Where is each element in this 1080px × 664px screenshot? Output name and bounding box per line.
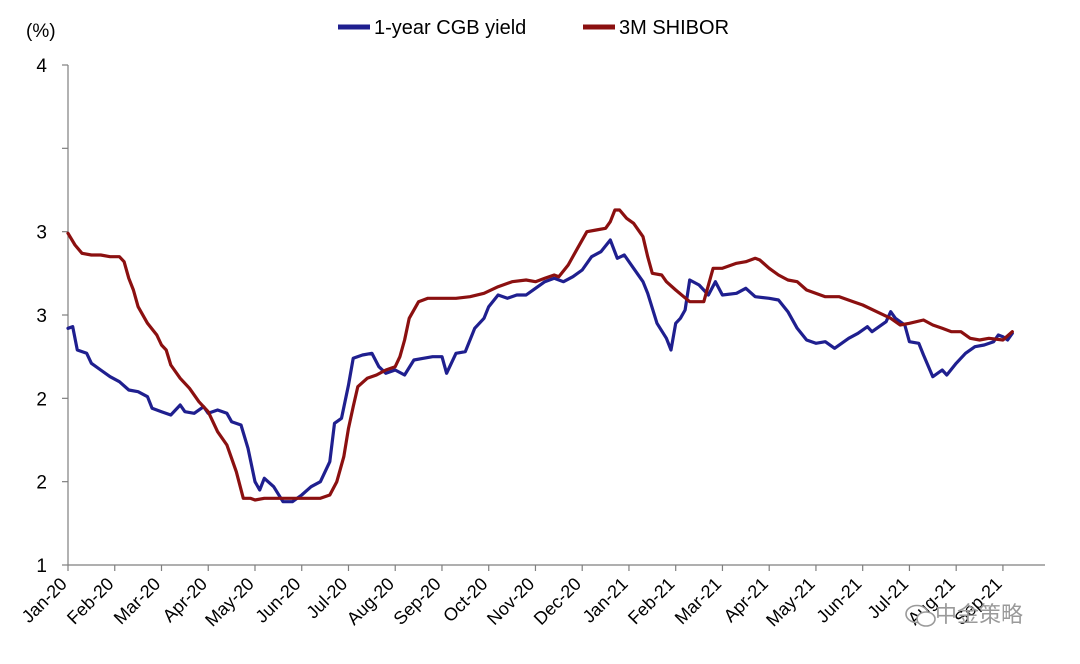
x-tick-label: May-20 <box>201 574 258 631</box>
watermark-text: 中金策略 <box>935 602 1023 627</box>
x-tick-label: Jan-21 <box>579 574 632 627</box>
y-tick-label: 3 <box>36 306 47 327</box>
series-line-cgb-yield <box>66 238 1014 504</box>
y-tick-label: 3 <box>36 223 47 244</box>
series-layer <box>66 208 1014 504</box>
x-tick-label: May-21 <box>762 574 819 631</box>
axes: 122334Jan-20Feb-20Mar-20Apr-20May-20Jun-… <box>18 56 1045 630</box>
x-tick-label: Jan-20 <box>18 574 71 627</box>
wechat-icon <box>905 604 936 627</box>
legend-label-cgb: 1-year CGB yield <box>374 17 526 39</box>
watermark: 中金策略 <box>905 602 1023 627</box>
x-tick-label: Feb-21 <box>624 574 678 628</box>
x-tick-label: Dec-20 <box>530 574 585 629</box>
y-axis-unit-label: (%) <box>26 21 56 42</box>
x-tick-label: Aug-20 <box>343 574 398 629</box>
series-line-3m-shibor <box>66 208 1014 502</box>
x-tick-label: Feb-20 <box>63 574 117 628</box>
legend-label-shibor: 3M SHIBOR <box>619 17 729 39</box>
x-tick-label: Mar-20 <box>110 574 164 628</box>
x-tick-label: Sep-20 <box>390 574 445 629</box>
y-tick-label: 2 <box>36 473 47 494</box>
x-tick-label: Nov-20 <box>483 574 538 629</box>
y-tick-label: 4 <box>36 56 47 77</box>
y-tick-label: 2 <box>36 389 47 410</box>
legend: 1-year CGB yield 3M SHIBOR <box>338 17 729 39</box>
x-tick-label: Oct-20 <box>439 574 491 626</box>
y-tick-label: 1 <box>36 556 47 577</box>
x-tick-label: Jun-21 <box>812 574 865 627</box>
x-tick-label: Mar-21 <box>671 574 725 628</box>
x-tick-label: Jun-20 <box>251 574 304 627</box>
